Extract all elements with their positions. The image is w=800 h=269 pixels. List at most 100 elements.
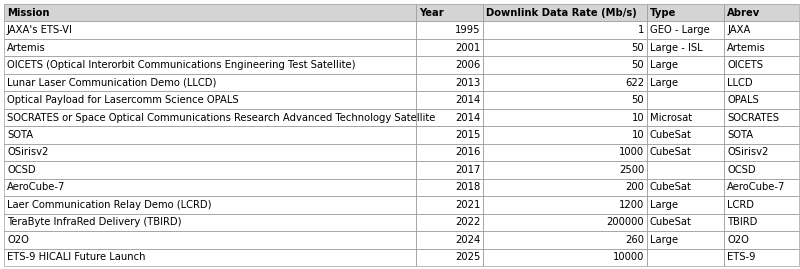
Bar: [483, 231, 646, 249]
Bar: [483, 56, 646, 74]
Text: SOTA: SOTA: [727, 130, 754, 140]
Bar: [724, 231, 799, 249]
Bar: [416, 56, 483, 74]
Bar: [4, 109, 416, 126]
Bar: [724, 56, 799, 74]
Bar: [416, 161, 483, 179]
Bar: [4, 4, 416, 22]
Bar: [646, 179, 724, 196]
Bar: [724, 196, 799, 214]
Bar: [483, 126, 646, 144]
Bar: [4, 179, 416, 196]
Bar: [646, 91, 724, 109]
Bar: [724, 91, 799, 109]
Text: Type: Type: [650, 8, 676, 18]
Text: Mission: Mission: [7, 8, 50, 18]
Bar: [4, 249, 416, 266]
Bar: [416, 91, 483, 109]
Text: 2024: 2024: [455, 235, 481, 245]
Text: 2025: 2025: [455, 252, 481, 262]
Bar: [646, 4, 724, 22]
Bar: [724, 249, 799, 266]
Bar: [416, 4, 483, 22]
Bar: [724, 4, 799, 22]
Bar: [724, 22, 799, 39]
Text: OSirisv2: OSirisv2: [7, 147, 48, 157]
Bar: [483, 39, 646, 56]
Bar: [483, 109, 646, 126]
Bar: [724, 109, 799, 126]
Bar: [483, 109, 646, 126]
Bar: [646, 39, 724, 56]
Text: 10000: 10000: [613, 252, 644, 262]
Text: Laer Communication Relay Demo (LCRD): Laer Communication Relay Demo (LCRD): [7, 200, 211, 210]
Bar: [724, 214, 799, 231]
Bar: [4, 196, 416, 214]
Text: O2O: O2O: [7, 235, 29, 245]
Bar: [724, 214, 799, 231]
Bar: [4, 214, 416, 231]
Text: LLCD: LLCD: [727, 77, 753, 88]
Bar: [483, 91, 646, 109]
Text: 10: 10: [632, 112, 644, 123]
Bar: [416, 22, 483, 39]
Bar: [4, 161, 416, 179]
Text: 2021: 2021: [455, 200, 481, 210]
Text: 2006: 2006: [455, 60, 481, 70]
Bar: [4, 144, 416, 161]
Bar: [4, 196, 416, 214]
Bar: [4, 91, 416, 109]
Text: JAXA's ETS-VI: JAXA's ETS-VI: [7, 25, 73, 35]
Bar: [724, 109, 799, 126]
Bar: [4, 144, 416, 161]
Text: Microsat: Microsat: [650, 112, 692, 123]
Bar: [416, 196, 483, 214]
Bar: [416, 4, 483, 22]
Text: 2500: 2500: [619, 165, 644, 175]
Bar: [483, 161, 646, 179]
Bar: [483, 74, 646, 91]
Text: Downlink Data Rate (Mb/s): Downlink Data Rate (Mb/s): [486, 8, 637, 18]
Text: ETS-9: ETS-9: [727, 252, 756, 262]
Text: 50: 50: [632, 60, 644, 70]
Bar: [416, 231, 483, 249]
Bar: [483, 144, 646, 161]
Bar: [646, 144, 724, 161]
Bar: [724, 39, 799, 56]
Bar: [724, 74, 799, 91]
Text: TBIRD: TBIRD: [727, 217, 758, 227]
Bar: [4, 4, 416, 22]
Bar: [724, 56, 799, 74]
Bar: [483, 4, 646, 22]
Bar: [416, 161, 483, 179]
Text: SOTA: SOTA: [7, 130, 33, 140]
Bar: [4, 126, 416, 144]
Text: Large - ISL: Large - ISL: [650, 43, 702, 53]
Bar: [724, 179, 799, 196]
Bar: [724, 161, 799, 179]
Bar: [483, 4, 646, 22]
Bar: [724, 39, 799, 56]
Text: 50: 50: [632, 43, 644, 53]
Text: O2O: O2O: [727, 235, 749, 245]
Bar: [416, 56, 483, 74]
Text: LCRD: LCRD: [727, 200, 754, 210]
Text: OICETS (Optical Interorbit Communications Engineering Test Satellite): OICETS (Optical Interorbit Communication…: [7, 60, 355, 70]
Bar: [483, 214, 646, 231]
Bar: [4, 109, 416, 126]
Text: Artemis: Artemis: [727, 43, 766, 53]
Bar: [646, 231, 724, 249]
Bar: [4, 231, 416, 249]
Text: 2016: 2016: [455, 147, 481, 157]
Text: 2013: 2013: [455, 77, 481, 88]
Bar: [416, 109, 483, 126]
Bar: [646, 196, 724, 214]
Text: CubeSat: CubeSat: [650, 182, 692, 192]
Text: CubeSat: CubeSat: [650, 130, 692, 140]
Bar: [483, 22, 646, 39]
Bar: [4, 91, 416, 109]
Bar: [416, 39, 483, 56]
Text: Year: Year: [419, 8, 444, 18]
Text: 2001: 2001: [455, 43, 481, 53]
Text: 2018: 2018: [455, 182, 481, 192]
